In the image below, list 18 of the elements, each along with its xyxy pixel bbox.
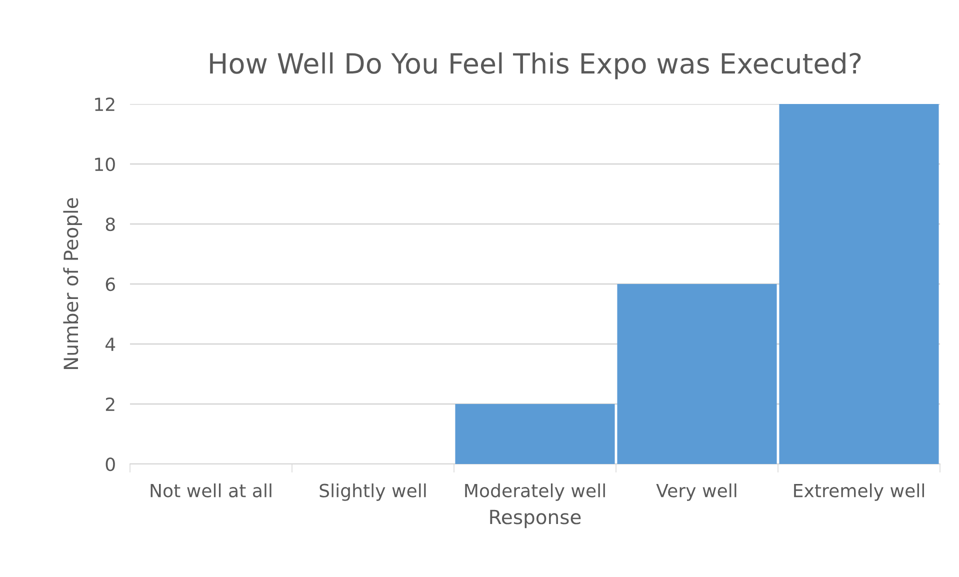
y-tick-label: 4	[106, 338, 116, 351]
bar	[779, 104, 939, 464]
chart-title: How Well Do You Feel This Expo was Executed?	[210, 52, 861, 80]
x-tick-label: Not well at all	[150, 483, 272, 498]
y-tick-label: 8	[106, 217, 115, 232]
bar	[617, 284, 777, 464]
bar	[455, 404, 615, 464]
x-tick-label: Moderately well	[465, 483, 605, 501]
y-axis-title: Number of People	[63, 198, 82, 369]
x-tick-label: Extremely well	[794, 483, 924, 501]
y-tick-label: 0	[106, 457, 115, 472]
x-tick-label: Slightly well	[320, 483, 426, 501]
y-tick-label: 10	[95, 157, 115, 172]
x-axis-title: Response	[490, 510, 581, 528]
x-tick-label: Very well	[656, 483, 736, 501]
y-tick-label: 2	[106, 397, 114, 411]
y-tick-label: 6	[106, 277, 115, 292]
y-tick-label: 12	[95, 97, 114, 111]
